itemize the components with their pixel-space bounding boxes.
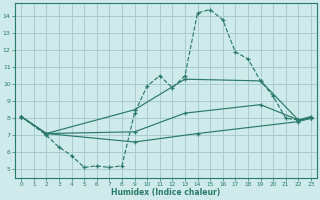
X-axis label: Humidex (Indice chaleur): Humidex (Indice chaleur) (111, 188, 221, 197)
